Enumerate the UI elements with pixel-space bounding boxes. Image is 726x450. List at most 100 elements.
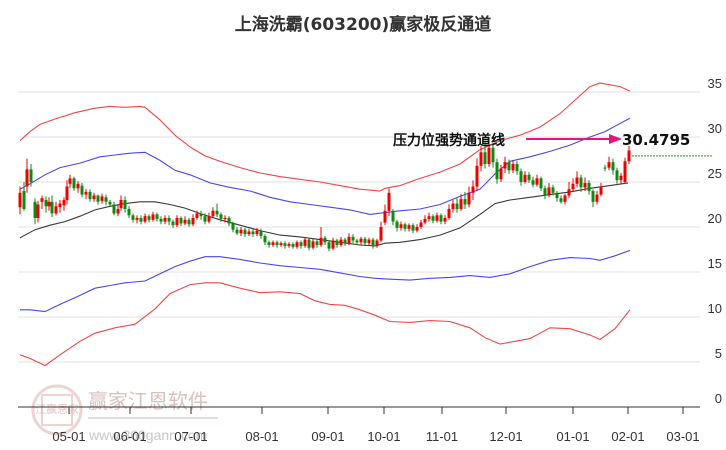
candle	[447, 204, 451, 220]
candle	[515, 161, 519, 175]
y-tick-label: 30	[708, 121, 722, 136]
x-tick-label: 08-01	[245, 429, 278, 444]
candle	[68, 174, 72, 189]
x-axis: 05-01 06-01 07-01 08-01 09-01 10-01 11-01 12-01…	[18, 406, 700, 444]
candle	[287, 242, 291, 248]
band-line	[20, 249, 631, 313]
candle	[435, 212, 439, 223]
candle	[92, 192, 96, 202]
candle	[579, 174, 583, 192]
candle	[351, 234, 355, 244]
candle	[179, 216, 183, 227]
x-tick-label: 07-01	[174, 429, 207, 444]
candle	[495, 158, 499, 184]
arrow-icon	[609, 134, 622, 144]
candle	[595, 191, 599, 205]
candle	[459, 193, 463, 211]
candle	[379, 221, 383, 243]
candle	[439, 213, 443, 225]
y-tick-label: 5	[715, 346, 722, 361]
candle	[371, 237, 375, 249]
candle	[299, 240, 303, 249]
candle	[25, 158, 29, 193]
candle	[363, 236, 367, 246]
candle	[347, 233, 351, 245]
candle	[65, 180, 69, 205]
candle	[451, 200, 455, 213]
candle	[100, 193, 104, 204]
candle	[275, 240, 279, 248]
candle	[227, 216, 231, 227]
candle	[271, 240, 275, 247]
candle	[251, 228, 255, 237]
candle	[419, 219, 423, 229]
band-line	[19, 117, 631, 215]
candle	[615, 167, 619, 184]
candle	[455, 198, 459, 213]
candle	[407, 223, 411, 232]
resistance-value: 30.4795	[622, 131, 690, 149]
candle	[411, 223, 415, 234]
candle	[587, 180, 591, 195]
candle	[219, 212, 223, 222]
candle	[367, 237, 371, 245]
candle	[375, 238, 379, 248]
candle	[427, 212, 431, 222]
candle	[36, 200, 40, 223]
y-tick-label: 10	[708, 301, 722, 316]
candle	[583, 177, 587, 191]
gridlines	[18, 91, 700, 363]
candle	[467, 186, 471, 208]
candle	[267, 240, 271, 248]
candle	[511, 160, 515, 173]
candle	[116, 204, 120, 217]
watermark-text: 赢家江恩软件	[88, 389, 208, 413]
candle	[159, 216, 163, 225]
resistance-annotation: 压力位强势通道线 30.4795	[393, 131, 690, 149]
candle	[303, 236, 307, 248]
candle	[471, 180, 475, 200]
candle	[18, 186, 22, 215]
candle	[543, 185, 547, 200]
candle	[22, 182, 26, 211]
candle	[335, 238, 339, 248]
candle	[104, 194, 108, 206]
candle	[523, 171, 527, 184]
candle	[195, 210, 199, 220]
candle	[551, 184, 555, 196]
candle	[319, 227, 323, 247]
seal-text: 江赢恩家	[35, 402, 79, 416]
candle	[479, 146, 483, 172]
candle	[247, 228, 251, 236]
candle	[619, 173, 623, 184]
candle	[555, 191, 559, 202]
candle	[211, 207, 215, 218]
band-line	[19, 82, 631, 192]
candle	[29, 164, 33, 187]
candle	[323, 236, 327, 245]
candle	[547, 182, 551, 198]
candle	[307, 237, 311, 251]
candle	[235, 227, 239, 236]
candle	[50, 195, 54, 218]
candle	[255, 227, 259, 236]
candle	[283, 241, 287, 249]
candle	[343, 237, 347, 246]
y-axis: 0 5 10 15 20 25 30 35	[708, 76, 722, 406]
candle	[607, 156, 611, 171]
watermark-url: www.360gann.com	[88, 427, 207, 443]
candle	[187, 218, 191, 227]
seal-icon: 江赢恩家	[31, 384, 83, 436]
candle	[108, 200, 112, 207]
candle	[359, 236, 363, 245]
candle	[423, 215, 427, 225]
candle	[143, 213, 147, 224]
x-tick-label: 10-01	[367, 429, 400, 444]
candle	[259, 228, 263, 239]
candle	[88, 189, 92, 202]
candle	[183, 216, 187, 226]
x-tick-label: 11-01	[426, 429, 458, 444]
candle	[76, 181, 80, 193]
y-tick-label: 25	[708, 166, 722, 181]
